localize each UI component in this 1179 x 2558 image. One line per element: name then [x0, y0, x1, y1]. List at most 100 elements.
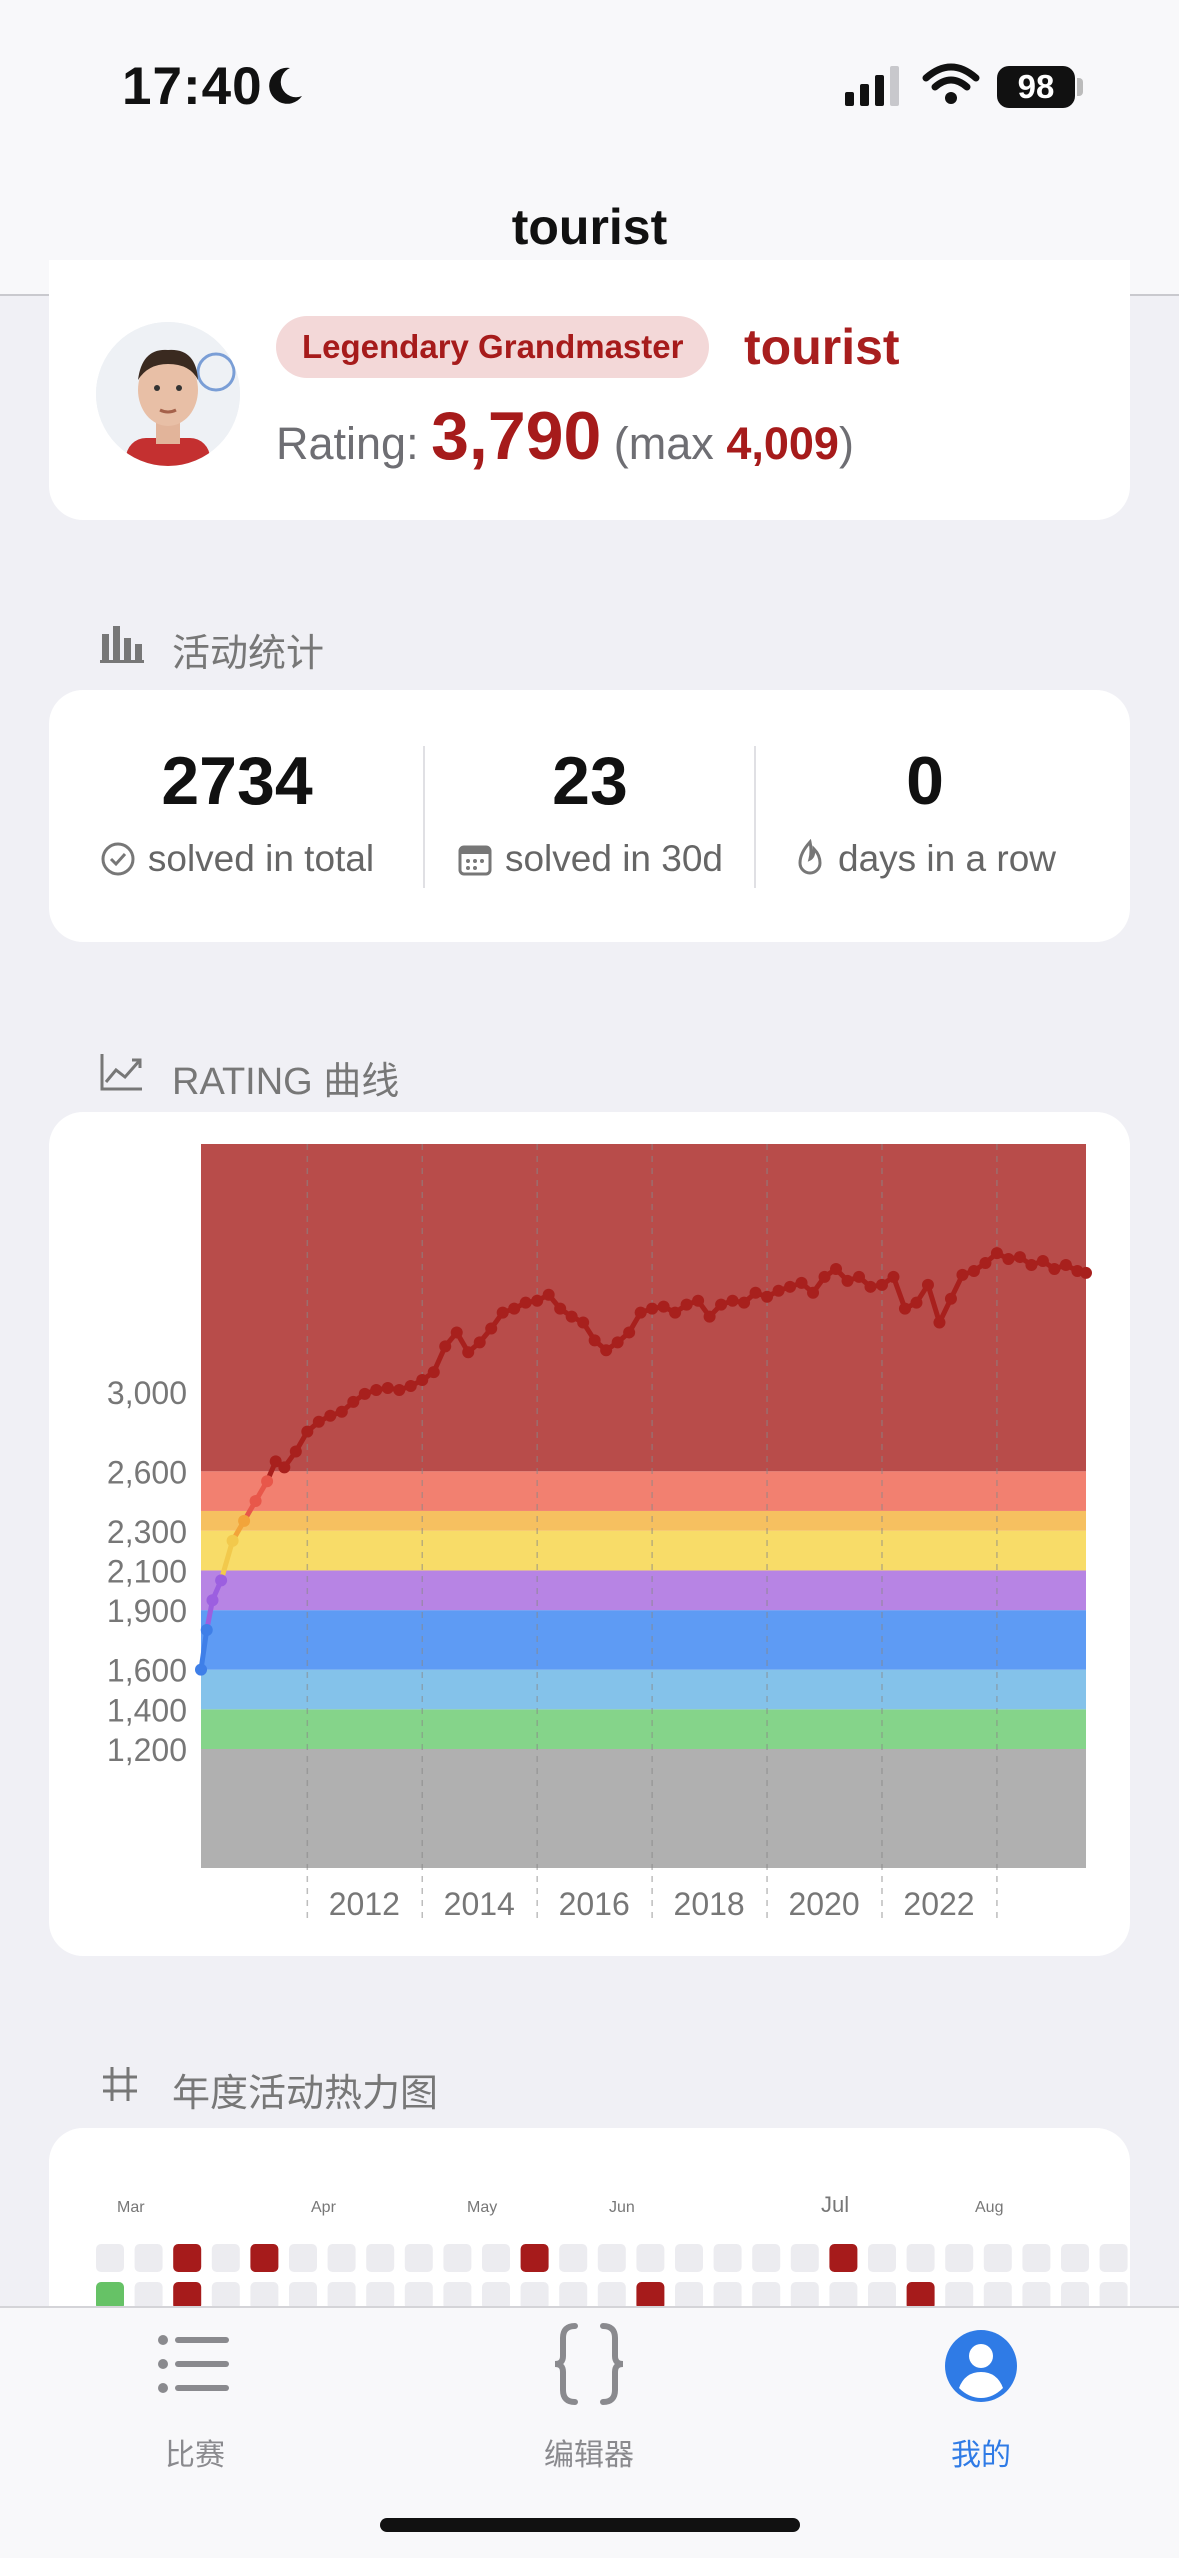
- grid-hash-icon: [103, 2067, 137, 2101]
- rating-point: [261, 1475, 274, 1488]
- heatmap-cell: [482, 2282, 510, 2310]
- rating-point: [772, 1284, 785, 1297]
- heatmap-cell: [366, 2244, 395, 2272]
- stat-label: solved in total: [147, 838, 375, 879]
- rating-point: [577, 1316, 590, 1329]
- rating-point: [358, 1387, 371, 1400]
- heatmap-cell: [790, 2244, 819, 2272]
- rating-point: [215, 1574, 228, 1587]
- rating-band: [201, 1748, 1086, 1868]
- rating-chart-title: RATING 曲线: [172, 1061, 400, 1103]
- y-tick-label: 2,100: [107, 1553, 187, 1589]
- avatar[interactable]: [96, 322, 240, 466]
- rating-band: [201, 1570, 1086, 1611]
- heatmap-cell: [945, 2244, 974, 2272]
- rating-point: [657, 1300, 670, 1313]
- heatmap-month-label: Apr: [311, 2199, 337, 2216]
- heatmap-cell: [211, 2244, 240, 2272]
- rating-point: [634, 1306, 647, 1319]
- stat-value: 2734: [161, 743, 313, 819]
- heatmap-cell: [289, 2282, 317, 2310]
- stat-divider: [423, 746, 425, 888]
- rating-point: [1002, 1253, 1015, 1266]
- rating-point: [416, 1374, 429, 1387]
- profile-icon: [945, 2330, 1017, 2402]
- heatmap-cell: [906, 2282, 935, 2310]
- rating-point: [875, 1278, 888, 1291]
- rating-point: [1059, 1258, 1072, 1271]
- rating-point: [195, 1663, 207, 1676]
- heatmap-cell: [713, 2244, 742, 2272]
- rating-point: [312, 1415, 325, 1428]
- max-rating-suffix: ): [838, 418, 854, 469]
- rating-point: [726, 1294, 739, 1307]
- heatmap-cell: [983, 2282, 1012, 2310]
- rating-point: [249, 1495, 262, 1508]
- rating-point: [807, 1286, 820, 1299]
- wifi-icon: [922, 63, 980, 104]
- rating-point: [784, 1280, 797, 1293]
- rating-point: [715, 1298, 728, 1311]
- rating-point: [200, 1623, 213, 1636]
- signal-icon: [845, 66, 899, 106]
- rating-point: [692, 1294, 705, 1307]
- tab-contests[interactable]: 比赛: [85, 2320, 305, 2472]
- rating-point: [623, 1326, 636, 1339]
- x-tick-label: 2022: [903, 1886, 974, 1922]
- rating-point: [910, 1296, 923, 1309]
- max-rating-prefix: (max: [613, 418, 714, 469]
- heatmap-month-label: Aug: [975, 2199, 1003, 2216]
- rating-point: [703, 1310, 716, 1323]
- heatmap-cell: [752, 2244, 781, 2272]
- heatmap-cell: [520, 2244, 549, 2272]
- heatmap-cell: [1099, 2244, 1128, 2272]
- heatmap-cell: [96, 2244, 124, 2272]
- rating-point: [898, 1302, 911, 1315]
- y-tick-label: 2,300: [107, 1514, 187, 1550]
- rating-point: [508, 1302, 521, 1315]
- rating-point: [1025, 1258, 1038, 1271]
- rating-point: [450, 1326, 463, 1339]
- rating-point: [979, 1257, 992, 1270]
- stat-label-row: solved in 30d: [426, 838, 754, 880]
- code-braces-icon: [554, 2323, 624, 2405]
- tab-profile[interactable]: 我的: [871, 2320, 1091, 2472]
- heatmap-month-label: Jun: [609, 2199, 635, 2216]
- tab-label: 我的: [951, 2439, 1011, 2472]
- heatmap-month-label: Jul: [821, 2192, 849, 2217]
- heatmap-cell: [945, 2282, 974, 2310]
- heatmap-cell: [520, 2282, 549, 2310]
- heatmap-cell: [597, 2244, 626, 2272]
- heatmap-cell: [675, 2282, 703, 2310]
- heatmap-cell: [829, 2282, 858, 2310]
- bar-chart-icon: [100, 626, 144, 663]
- rating-point: [830, 1262, 843, 1275]
- activity-section-title: 活动统计: [172, 633, 325, 675]
- rating-point: [542, 1288, 555, 1301]
- rating-line-segment: [925, 1282, 942, 1326]
- x-tick-label: 2012: [329, 1886, 400, 1922]
- rating-point: [206, 1594, 219, 1607]
- x-tick-label: 2018: [674, 1886, 745, 1922]
- rating-line-segment: [198, 1627, 210, 1673]
- rating-label: Rating:: [276, 418, 419, 469]
- rating-line: Rating: 3,790 (max 4,009): [276, 396, 854, 484]
- rating-point: [404, 1379, 417, 1392]
- tab-editor[interactable]: 编辑器: [479, 2320, 699, 2472]
- rating-point: [462, 1346, 475, 1359]
- heatmap-cell: [636, 2282, 665, 2310]
- stat-total-solved: 2734 solved in total: [73, 690, 401, 942]
- rating-point: [761, 1290, 774, 1303]
- heatmap-month-label: Mar: [117, 2199, 145, 2216]
- heatmap-cell: [790, 2282, 819, 2310]
- y-tick-label: 3,000: [107, 1375, 187, 1411]
- stat-value: 0: [906, 743, 944, 819]
- rating-band: [201, 1709, 1086, 1749]
- rating-point: [485, 1322, 498, 1335]
- heatmap-cell: [366, 2282, 395, 2310]
- heatmap-cell: [868, 2244, 896, 2272]
- rating-point: [269, 1455, 282, 1468]
- heatmap-month-label: May: [467, 2199, 497, 2216]
- heatmap-cell: [327, 2282, 356, 2310]
- rating-band: [201, 1610, 1086, 1670]
